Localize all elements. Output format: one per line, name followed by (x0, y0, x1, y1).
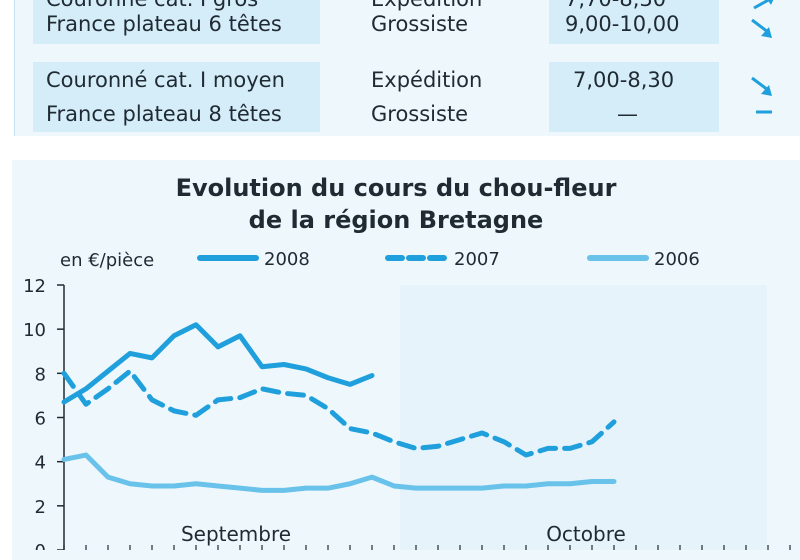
trend-flat-icon (756, 110, 772, 114)
table-row-price: 7,00-8,30 (573, 68, 675, 92)
price-table: Couronné cat. I gros Expédition 7,70-8,3… (0, 0, 800, 136)
y-tick-label: 4 (35, 453, 46, 474)
period-label-october: Octobre (546, 522, 626, 546)
y-tick-label: 8 (35, 364, 46, 385)
table-row-price: — (617, 102, 638, 126)
product-cell-bg (33, 0, 320, 44)
table-row-stage: Expédition (371, 0, 482, 14)
y-tick-label: 0 (35, 541, 46, 550)
y-ticks: 0 2 4 6 8 10 12 (23, 276, 64, 550)
table-row-product: Couronné cat. I moyen (46, 68, 285, 92)
table-row-stage: Grossiste (371, 12, 469, 36)
series-line-2006 (61, 452, 617, 493)
table-row-price: 9,00-10,00 (565, 12, 680, 36)
table-row-product: Couronné cat. I gros (46, 0, 258, 14)
october-band (400, 285, 767, 550)
legend-label-2008: 2008 (264, 249, 310, 270)
price-cell-bg (549, 0, 719, 44)
table-row-stage: Expédition (371, 68, 483, 92)
table-row-price: 7,70-8,30 (565, 0, 666, 14)
y-tick-label: 12 (23, 276, 46, 297)
chart-title: Evolution du cours du chou-fleur (176, 174, 617, 202)
legend-label-2006: 2006 (654, 249, 700, 270)
y-tick-label: 6 (35, 409, 46, 430)
table-row-product: France plateau 8 têtes (46, 102, 282, 126)
period-label-september: Septembre (181, 522, 291, 546)
table-row-stage: Grossiste (371, 102, 469, 126)
series-lines (61, 322, 617, 493)
y-axis-label: en €/pièce (60, 250, 154, 271)
price-cell-bg (549, 62, 719, 132)
y-tick-label: 2 (35, 497, 46, 518)
series-line-2008 (61, 322, 375, 405)
trend-up-icon (753, 0, 774, 10)
y-tick-label: 10 (23, 320, 46, 341)
trend-down-icon (751, 76, 772, 96)
price-table-left-rule (14, 0, 15, 136)
legend-label-2007: 2007 (454, 249, 500, 270)
trend-down-icon (751, 18, 772, 38)
x-ticks (63, 545, 791, 550)
series-line-2007 (61, 368, 617, 458)
chart-subtitle: de la région Bretagne (249, 206, 544, 234)
legend: 2008 2007 2006 (197, 249, 700, 270)
table-row-product: France plateau 6 têtes (46, 12, 282, 36)
product-cell-bg (33, 62, 320, 132)
